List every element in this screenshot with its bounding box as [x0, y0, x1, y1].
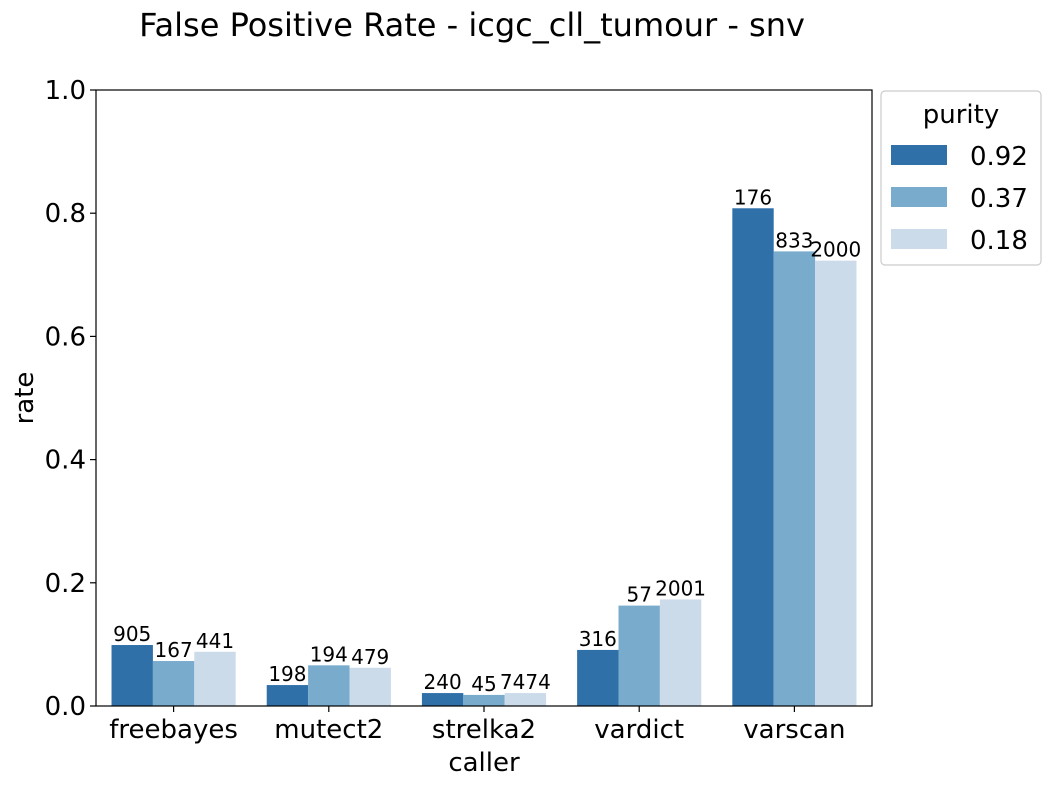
- bar-freebayes-0.18: [194, 651, 236, 706]
- y-tick-label: 0.4: [45, 446, 86, 476]
- legend-title: purity: [923, 100, 999, 130]
- y-tick-label: 0.2: [45, 569, 86, 599]
- bar-strelka2-0.18: [504, 693, 547, 706]
- y-tick-label: 0.8: [45, 199, 86, 229]
- x-tick-label-freebayes: freebayes: [109, 715, 238, 745]
- bars-layer: [111, 208, 857, 706]
- bar-varscan-0.92: [732, 208, 774, 706]
- y-tick-label: 1.0: [45, 76, 86, 106]
- bar-label-varscan-0.92: 176: [734, 185, 772, 209]
- legend-label-0.18: 0.18: [970, 226, 1028, 256]
- y-tick-label: 0.6: [45, 322, 86, 352]
- bar-freebayes-0.92: [111, 645, 153, 706]
- x-axis: freebayes mutect2 strelka2 vardict varscan: [109, 706, 846, 745]
- bar-label-strelka2-0.92: 240: [424, 670, 462, 694]
- bar-mutect2-0.37: [308, 665, 350, 706]
- bar-label-mutect2-0.18: 479: [351, 645, 389, 669]
- x-tick-label-mutect2: mutect2: [274, 715, 383, 745]
- bar-label-strelka2-0.18: 7474: [500, 670, 551, 694]
- legend-frame: [880, 90, 1042, 266]
- legend-swatch-0.37: [891, 187, 947, 207]
- bar-label-freebayes-0.18: 441: [196, 629, 234, 653]
- bar-label-mutect2-0.92: 198: [268, 662, 306, 686]
- bar-label-freebayes-0.92: 905: [113, 622, 151, 646]
- legend-swatch-0.18: [891, 229, 947, 249]
- legend: purity 0.92 0.37 0.18: [880, 90, 1042, 266]
- bar-mutect2-0.92: [266, 685, 309, 706]
- legend-label-0.92: 0.92: [970, 142, 1028, 172]
- bar-vardict-0.37: [618, 605, 660, 706]
- bar-vardict-0.18: [659, 599, 702, 706]
- bar-label-vardict-0.92: 316: [579, 627, 617, 651]
- bar-label-strelka2-0.37: 45: [471, 672, 496, 696]
- x-tick-label-strelka2: strelka2: [432, 715, 536, 745]
- bar-varscan-0.37: [773, 251, 816, 706]
- bar-label-vardict-0.18: 2001: [655, 576, 706, 600]
- bar-strelka2-0.92: [421, 693, 464, 706]
- bar-mutect2-0.18: [349, 667, 391, 706]
- bar-label-varscan-0.37: 833: [775, 228, 813, 252]
- bar-vardict-0.92: [577, 649, 619, 706]
- bar-strelka2-0.37: [463, 694, 505, 706]
- bar-label-mutect2-0.37: 194: [310, 642, 348, 666]
- legend-swatch-0.92: [891, 145, 947, 165]
- bar-labels-layer: 905 198 240 316 176 167 194 45 57 833 441 479 7474 20…: [113, 185, 861, 696]
- bar-varscan-0.18: [815, 260, 857, 706]
- bar-label-varscan-0.18: 2000: [810, 238, 861, 262]
- legend-label-0.37: 0.37: [970, 184, 1028, 214]
- y-axis: 0.0 0.2 0.4 0.6 0.8 1.0: [45, 76, 96, 722]
- bar-label-vardict-0.37: 57: [626, 583, 651, 607]
- y-axis-label: rate: [10, 372, 40, 425]
- y-tick-label: 0.0: [45, 692, 86, 722]
- x-tick-label-varscan: varscan: [743, 715, 845, 745]
- x-tick-label-vardict: vardict: [594, 715, 684, 745]
- chart-title: False Positive Rate - icgc_cll_tumour - …: [139, 6, 805, 44]
- bar-freebayes-0.37: [152, 661, 195, 706]
- bar-label-freebayes-0.37: 167: [155, 638, 193, 662]
- x-axis-label: caller: [448, 748, 520, 778]
